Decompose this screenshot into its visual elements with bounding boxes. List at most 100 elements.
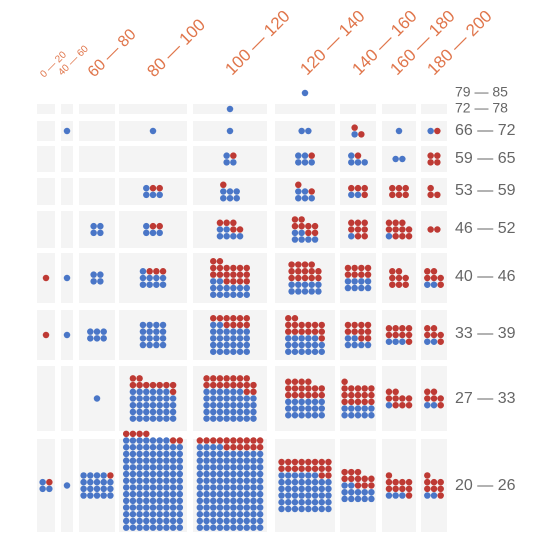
dot-blue	[298, 412, 305, 419]
dot-blue	[308, 288, 315, 295]
dot-red	[437, 478, 444, 486]
dot-red	[341, 385, 348, 392]
dot-blue	[348, 152, 355, 159]
dot-blue	[216, 444, 224, 451]
dot-blue	[129, 450, 137, 458]
dot-red	[236, 264, 244, 272]
dot-blue	[223, 490, 230, 498]
dot-red	[298, 378, 305, 385]
dot-red	[230, 375, 237, 382]
dot-blue	[169, 408, 177, 416]
dot-red	[210, 315, 217, 322]
dot-blue	[153, 274, 160, 282]
dot-blue	[143, 450, 150, 458]
dot-red	[430, 485, 438, 493]
dot-blue	[298, 127, 305, 135]
dot-red	[291, 222, 299, 230]
dot-blue	[285, 499, 292, 506]
dot-blue	[176, 444, 184, 451]
cell-background	[275, 439, 335, 532]
dot-blue	[318, 485, 325, 493]
cell-background	[382, 439, 416, 532]
dot-red	[243, 315, 250, 322]
dot-blue	[129, 444, 137, 451]
dot-blue	[305, 398, 312, 406]
dot-red	[351, 264, 358, 272]
dot-blue	[256, 490, 264, 498]
dot-blue	[143, 401, 150, 409]
dot-red	[311, 328, 319, 335]
dot-blue	[216, 291, 224, 298]
dot-blue	[90, 229, 97, 237]
dot-blue	[298, 398, 305, 406]
dot-blue	[223, 517, 230, 525]
dot-blue	[107, 478, 114, 486]
dot-blue	[291, 341, 299, 349]
dot-red	[210, 437, 217, 444]
dot-blue	[243, 504, 250, 511]
dot-red	[395, 274, 403, 282]
dot-blue	[325, 485, 332, 493]
dot-red	[291, 315, 299, 322]
dot-red	[361, 482, 368, 489]
dot-blue	[216, 504, 224, 511]
dot-red	[243, 444, 250, 451]
dot-blue	[169, 470, 177, 478]
dot-blue	[97, 271, 104, 278]
dot-blue	[80, 472, 87, 479]
dot-blue	[341, 412, 348, 419]
dot-blue	[149, 191, 157, 199]
dot-blue	[223, 226, 230, 233]
dot-blue	[325, 478, 332, 486]
dot-blue	[156, 490, 163, 498]
cell-background	[275, 310, 335, 360]
dot-blue	[291, 505, 299, 513]
dot-red	[298, 216, 305, 223]
dot-blue	[176, 464, 184, 471]
dot-blue	[223, 284, 230, 292]
dot-red	[351, 124, 358, 131]
dot-blue	[139, 281, 147, 288]
dot-red	[107, 472, 114, 479]
dot-blue	[243, 484, 250, 491]
dot-blue	[354, 495, 362, 503]
dot-red	[348, 219, 355, 227]
cell-background	[340, 104, 376, 114]
dot-red	[210, 271, 217, 278]
dot-blue	[163, 477, 170, 484]
dot-red	[243, 271, 250, 278]
dot-red	[358, 271, 365, 278]
dot-blue	[233, 188, 240, 195]
dot-blue	[230, 328, 237, 335]
dot-red	[385, 388, 393, 396]
dot-red	[136, 430, 143, 438]
dot-blue	[236, 490, 244, 498]
dot-blue	[223, 401, 230, 409]
dot-red	[210, 375, 217, 382]
dot-blue	[203, 415, 210, 422]
dot-red	[389, 281, 396, 288]
dot-blue	[305, 505, 312, 513]
dot-blue	[136, 388, 143, 396]
dot-red	[341, 378, 348, 385]
dot-red	[368, 482, 375, 489]
dot-blue	[149, 229, 157, 237]
dot-blue	[226, 188, 234, 195]
dot-red	[308, 152, 315, 159]
dot-red	[389, 268, 396, 275]
dot-red	[230, 219, 237, 227]
dot-blue	[250, 395, 257, 402]
dot-blue	[291, 405, 299, 412]
dot-blue	[210, 490, 217, 498]
dot-blue	[361, 495, 368, 503]
dot-blue	[243, 490, 250, 498]
dot-blue	[153, 321, 160, 329]
dot-red	[243, 278, 250, 285]
dot-blue	[100, 478, 107, 486]
dot-blue	[149, 408, 157, 416]
cell-background	[275, 146, 335, 172]
dot-blue	[230, 159, 237, 166]
dot-red	[399, 478, 406, 486]
dot-blue	[169, 415, 177, 422]
dot-red	[364, 264, 372, 272]
